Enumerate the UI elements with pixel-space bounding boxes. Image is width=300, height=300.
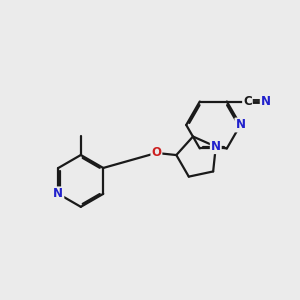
Text: O: O xyxy=(152,146,161,160)
Text: C: C xyxy=(243,95,252,108)
Text: N: N xyxy=(236,118,245,131)
Text: N: N xyxy=(211,140,221,153)
Text: N: N xyxy=(53,188,63,200)
Text: N: N xyxy=(261,95,271,108)
